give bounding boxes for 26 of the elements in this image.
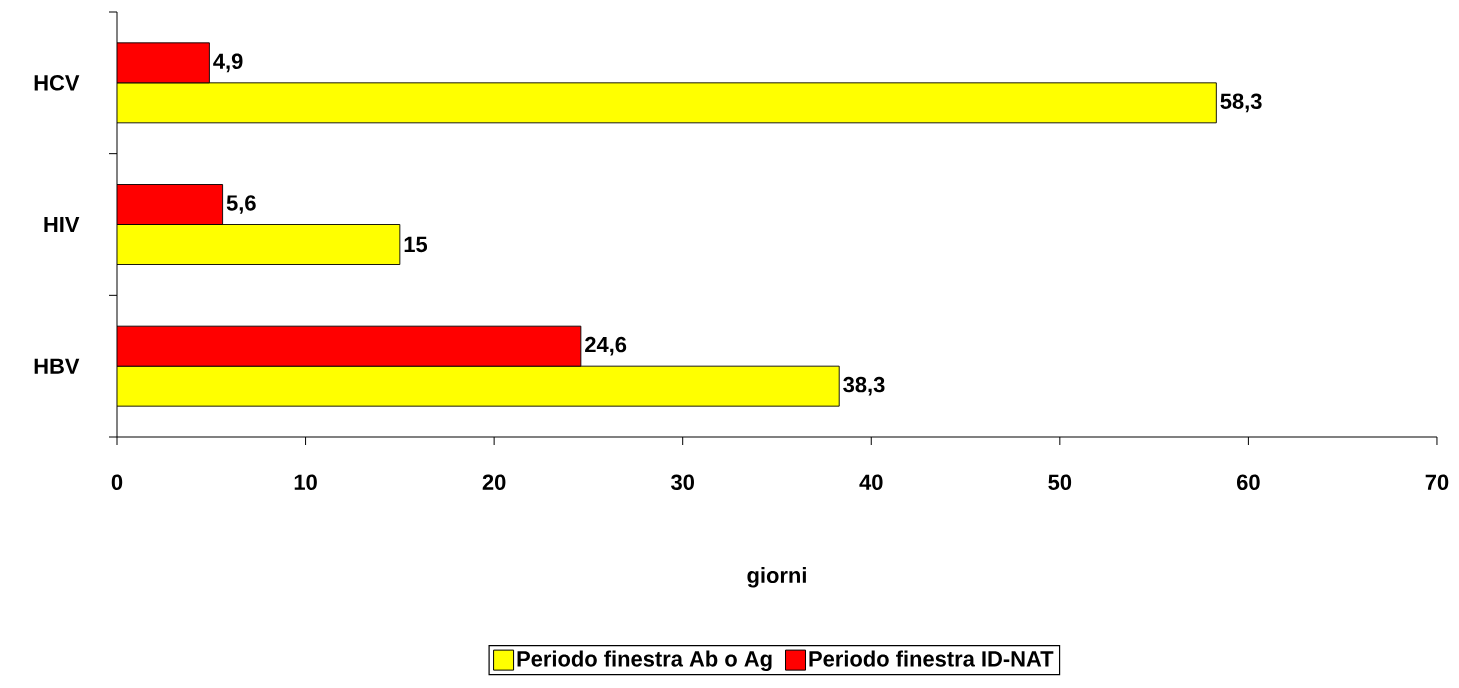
legend-label: Periodo finestra Ab o Ag (517, 650, 772, 672)
bar (117, 184, 224, 225)
data-label: 38,3 (843, 376, 885, 396)
data-label: 15 (404, 236, 428, 253)
x-tick-label: 30 (671, 474, 694, 491)
bar (117, 224, 401, 265)
x-tick-label: 20 (482, 474, 506, 491)
data-label: 4,9 (213, 53, 243, 73)
x-tick-label: 0 (111, 474, 123, 491)
y-tick-label: HBV (34, 358, 80, 374)
x-tick-label: 10 (294, 474, 317, 491)
data-label: 58,3 (1220, 93, 1262, 113)
bar (117, 42, 210, 84)
data-label: 24,6 (585, 336, 627, 356)
y-tick-label: HIV (44, 216, 80, 233)
bar (117, 82, 1217, 124)
x-tick-label: 70 (1425, 474, 1449, 491)
y-tick-label: HCV (34, 75, 80, 91)
bar (117, 325, 582, 367)
data-label: 5,6 (226, 195, 256, 214)
x-tick-label: 60 (1237, 474, 1260, 491)
x-tick-label: 50 (1048, 474, 1072, 491)
x-tick-label: 40 (859, 474, 883, 491)
bar (117, 365, 840, 407)
x-axis-title: giorni (747, 566, 806, 588)
legend-label: Periodo finestra ID-NAT (809, 650, 1054, 667)
